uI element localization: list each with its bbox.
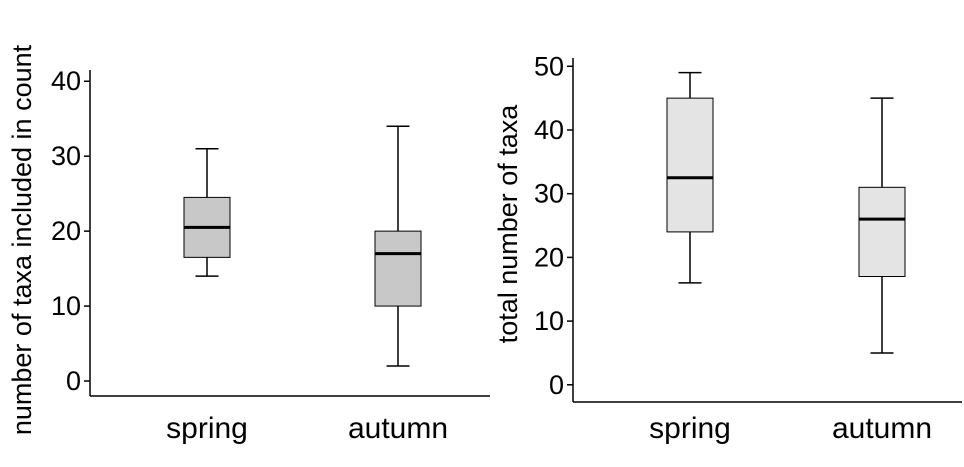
y-tick-label: 50 — [534, 51, 564, 81]
category-label-group: spring autumn — [649, 412, 932, 445]
y-tick-label: 10 — [51, 291, 81, 321]
y-tick-label: 30 — [51, 141, 81, 171]
y-tick-label: 40 — [51, 66, 81, 96]
box-autumn — [858, 97, 906, 354]
box-group — [666, 71, 906, 354]
chart-panel-taxa-in-count: number of taxa included in count 0 10 20 30… — [7, 44, 490, 445]
interquartile-box — [858, 186, 906, 278]
y-tick-label: 10 — [534, 306, 564, 336]
y-tick-label: 30 — [534, 179, 564, 209]
y-tick-group: 0 10 20 30 40 — [51, 66, 90, 396]
box-group — [183, 125, 422, 367]
interquartile-box — [374, 230, 422, 307]
chart-panel-total-taxa: total number of taxa 0 10 20 30 40 50 spring a… — [493, 51, 962, 445]
y-tick-label: 40 — [534, 115, 564, 145]
box-spring — [666, 71, 714, 284]
category-label-spring: spring — [649, 412, 731, 445]
y-tick-label: 0 — [549, 370, 564, 400]
y-axis-label: total number of taxa — [493, 104, 523, 344]
category-label-autumn: autumn — [348, 412, 448, 445]
y-axis-label: number of taxa included in count — [7, 44, 37, 435]
box-spring — [183, 147, 231, 277]
interquartile-box — [666, 97, 714, 233]
y-tick-group: 0 10 20 30 40 50 — [534, 51, 573, 400]
y-tick-label: 0 — [66, 366, 81, 396]
box-autumn — [374, 125, 422, 367]
category-label-spring: spring — [166, 412, 248, 445]
category-label-group: spring autumn — [166, 412, 448, 445]
category-label-autumn: autumn — [832, 412, 932, 445]
y-tick-label: 20 — [534, 242, 564, 272]
y-tick-label: 20 — [51, 216, 81, 246]
